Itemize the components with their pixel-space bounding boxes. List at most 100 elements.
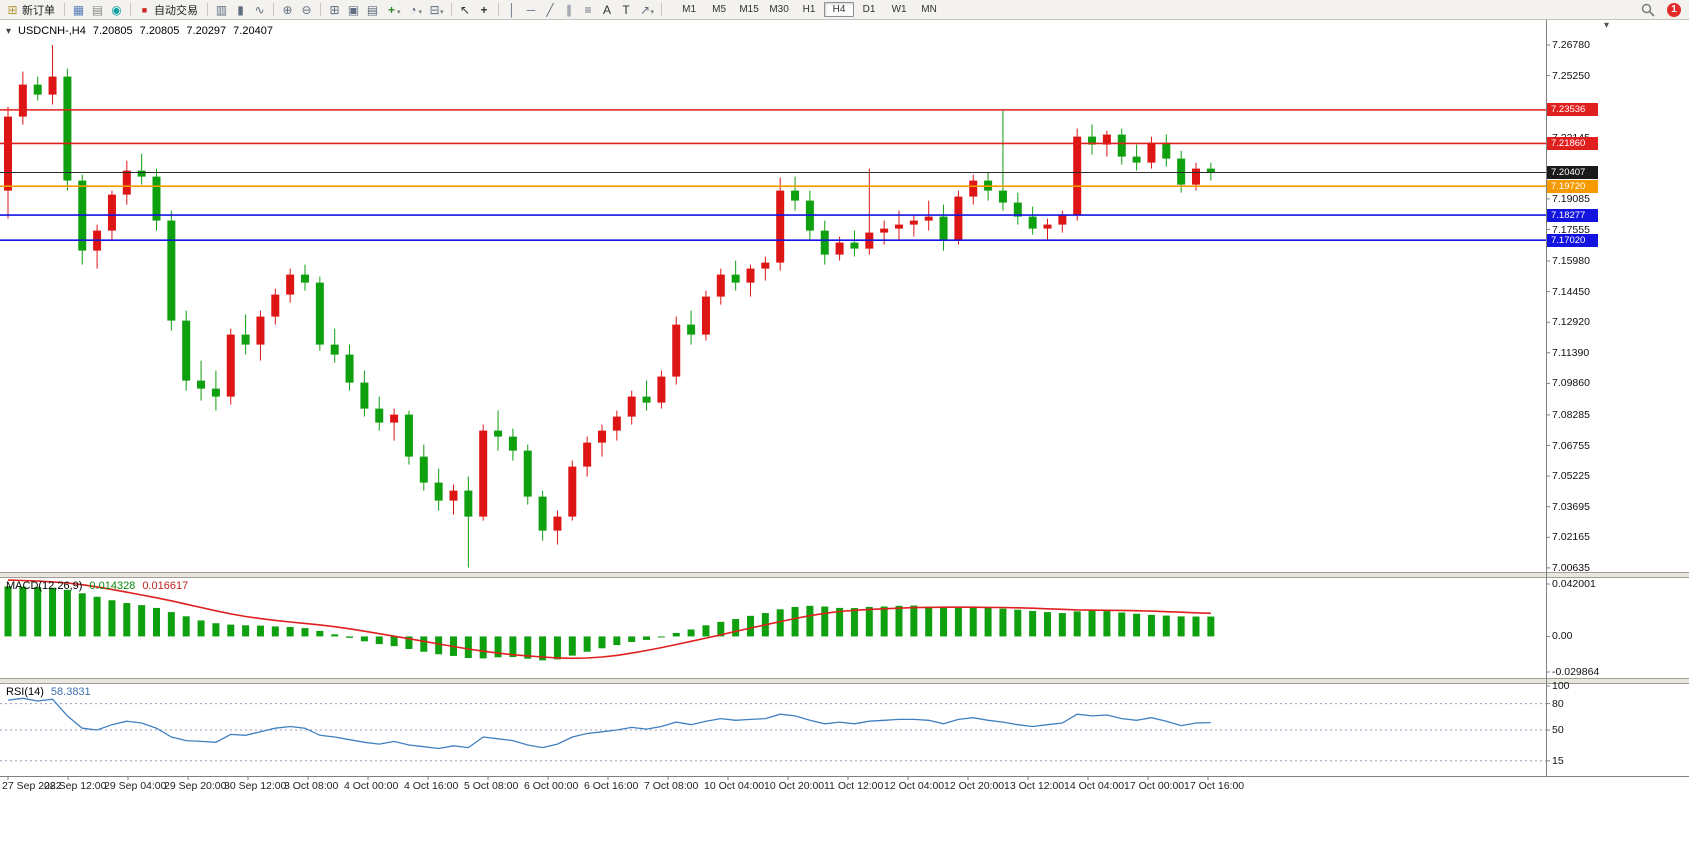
timeframe-m15[interactable]: M15 bbox=[739, 4, 759, 15]
price-axis-label: 7.14450 bbox=[1552, 285, 1590, 298]
search-icon[interactable] bbox=[1641, 3, 1655, 17]
candlestick-series bbox=[4, 45, 1215, 568]
timeframe-h1[interactable]: H1 bbox=[802, 4, 816, 15]
rsi-axis-label: 15 bbox=[1552, 754, 1564, 767]
timeframe-m5[interactable]: M5 bbox=[712, 4, 727, 15]
price-axis-label: 7.12920 bbox=[1552, 316, 1590, 329]
time-axis-label: 11 Oct 12:00 bbox=[824, 780, 884, 792]
toolbar-separator bbox=[273, 3, 274, 16]
price-axis-label: 7.15980 bbox=[1552, 255, 1590, 267]
timeframe-bar: M1 M5 M15 M30 H1 H4 D1 W1 MN bbox=[674, 2, 944, 17]
price-axis-label: 7.25250 bbox=[1552, 69, 1590, 82]
toolbar-separator bbox=[64, 3, 65, 16]
time-axis-label: 6 Oct 00:00 bbox=[524, 780, 579, 792]
equidistant-channel-icon[interactable]: ∥ bbox=[566, 2, 573, 17]
ohlc-open: 7.20805 bbox=[92, 25, 133, 37]
toolbar-separator bbox=[320, 3, 321, 16]
price-axis-label: 7.09860 bbox=[1552, 377, 1590, 390]
chart-window[interactable]: ▾ USDCNH-,H4 7.20805 7.20805 7.20297 7.2… bbox=[0, 20, 1689, 857]
timeframe-w1[interactable]: W1 bbox=[891, 4, 907, 15]
toolbar-separator bbox=[130, 3, 131, 16]
text-icon[interactable]: A bbox=[603, 2, 612, 17]
rsi-axis-label: 50 bbox=[1552, 724, 1564, 736]
timeframe-mn[interactable]: MN bbox=[921, 4, 937, 15]
time-axis-label: 17 Oct 16:00 bbox=[1184, 780, 1245, 792]
time-axis-label: 3 Oct 08:00 bbox=[284, 780, 339, 792]
chevron-down-icon[interactable]: ▾ bbox=[397, 9, 401, 16]
timeframe-d1[interactable]: D1 bbox=[862, 4, 876, 15]
ohlc-high: 7.20805 bbox=[139, 25, 180, 37]
price-axis-label: 7.02165 bbox=[1552, 531, 1590, 544]
new-order-button[interactable]: 新订单 bbox=[22, 4, 55, 17]
price-axis-label: 7.05225 bbox=[1552, 470, 1590, 483]
time-axis-label: 4 Oct 16:00 bbox=[404, 780, 459, 792]
price-axis-badge: 7.23536 bbox=[1547, 103, 1598, 117]
timeframe-m30[interactable]: M30 bbox=[769, 4, 789, 15]
arrange-windows-icon[interactable]: ▤ bbox=[366, 2, 379, 17]
zoom-out-icon[interactable]: ⊖ bbox=[301, 2, 312, 17]
candlestick-chart-icon[interactable]: ▮ bbox=[237, 2, 244, 17]
price-axis-label: 7.03695 bbox=[1552, 500, 1590, 513]
one-click-trading-icon[interactable]: ▾ bbox=[6, 25, 12, 37]
period-selector-icon[interactable]: ◔ bbox=[409, 2, 417, 17]
arrows-icon[interactable]: ↗ bbox=[640, 2, 651, 17]
chevron-down-icon[interactable]: ▾ bbox=[650, 9, 655, 16]
macd-signal-value: 0.016617 bbox=[142, 580, 189, 592]
timeframe-m1[interactable]: M1 bbox=[682, 4, 697, 15]
chevron-down-icon[interactable]: ▾ bbox=[418, 9, 423, 16]
price-axis-label: 7.00635 bbox=[1552, 561, 1590, 574]
notification-badge[interactable]: 1 bbox=[1667, 2, 1681, 17]
pane-divider[interactable] bbox=[0, 678, 1689, 684]
time-axis-label: 12 Oct 04:00 bbox=[884, 780, 945, 792]
cascade-windows-icon[interactable]: ▣ bbox=[347, 2, 360, 17]
price-axis-badge: 7.20407 bbox=[1547, 165, 1598, 179]
rsi-indicator-label: RSI(14) 58.3831 bbox=[6, 686, 91, 698]
template-icon[interactable]: ⊟ bbox=[429, 2, 440, 17]
text-label-icon[interactable]: T bbox=[622, 2, 630, 17]
horizontal-line-icon[interactable]: ─ bbox=[526, 2, 536, 17]
rsi-axis-label: 80 bbox=[1552, 697, 1564, 710]
toolbar-separator bbox=[207, 3, 208, 16]
price-axis-label: 7.17555 bbox=[1552, 223, 1590, 236]
zoom-in-icon[interactable]: ⊕ bbox=[282, 2, 293, 17]
time-axis-label: 10 Oct 20:00 bbox=[764, 780, 825, 792]
pane-divider[interactable] bbox=[0, 572, 1689, 578]
price-axis-badge: 7.21860 bbox=[1547, 136, 1598, 150]
price-axis-label: 7.19085 bbox=[1552, 192, 1590, 205]
ohlc-close: 7.20407 bbox=[233, 25, 273, 37]
rsi-value: 58.3831 bbox=[50, 686, 91, 698]
fibonacci-icon[interactable]: ≡ bbox=[584, 2, 592, 17]
chevron-down-icon[interactable]: ▾ bbox=[440, 9, 444, 16]
price-axis-badge: 7.18277 bbox=[1547, 208, 1598, 222]
autotrading-button[interactable]: 自动交易 bbox=[154, 4, 198, 17]
line-chart-icon[interactable]: ∿ bbox=[254, 2, 265, 17]
vertical-line-icon[interactable]: │ bbox=[508, 2, 516, 17]
tile-windows-icon[interactable]: ⊞ bbox=[329, 2, 340, 17]
charts-icon[interactable]: ▦ bbox=[72, 2, 85, 17]
time-axis-label: 4 Oct 00:00 bbox=[344, 780, 399, 792]
crosshair-icon[interactable]: + bbox=[480, 2, 488, 17]
timeframe-h4[interactable]: H4 bbox=[824, 2, 855, 17]
time-axis-label: 27 Sep 2022 bbox=[2, 780, 62, 792]
price-axis-label: 7.08285 bbox=[1552, 408, 1590, 421]
price-axis-badge: 7.17020 bbox=[1547, 233, 1598, 247]
bar-chart-icon[interactable]: ▥ bbox=[215, 2, 228, 17]
toolbar-right-group: 1 bbox=[1641, 2, 1686, 17]
chart-symbol-period: USDCNH-,H4 bbox=[18, 25, 86, 37]
profiles-icon[interactable]: ▤ bbox=[91, 2, 104, 17]
metaquotes-icon[interactable]: ◉ bbox=[111, 2, 122, 17]
rsi-axis-label: 100 bbox=[1552, 680, 1570, 692]
cursor-icon[interactable]: ↖ bbox=[460, 2, 471, 17]
macd-main-value: 0.014328 bbox=[89, 580, 136, 592]
time-axis-label: 12 Oct 20:00 bbox=[944, 780, 1005, 792]
new-order-icon[interactable]: ⊞ bbox=[7, 2, 18, 17]
time-axis-label: 14 Oct 04:00 bbox=[1064, 780, 1125, 792]
time-axis-label: 13 Oct 12:00 bbox=[1004, 780, 1065, 792]
time-axis-label: 5 Oct 08:00 bbox=[464, 780, 519, 792]
chart-canvas[interactable] bbox=[0, 20, 1689, 857]
new-chart-icon[interactable]: + bbox=[387, 2, 395, 17]
chart-shift-marker[interactable]: ▾ bbox=[1604, 20, 1610, 31]
macd-axis-label: 0.00 bbox=[1552, 630, 1573, 643]
trendline-icon[interactable]: ╱ bbox=[546, 2, 554, 17]
autotrading-status-icon[interactable]: ■ bbox=[141, 4, 148, 15]
